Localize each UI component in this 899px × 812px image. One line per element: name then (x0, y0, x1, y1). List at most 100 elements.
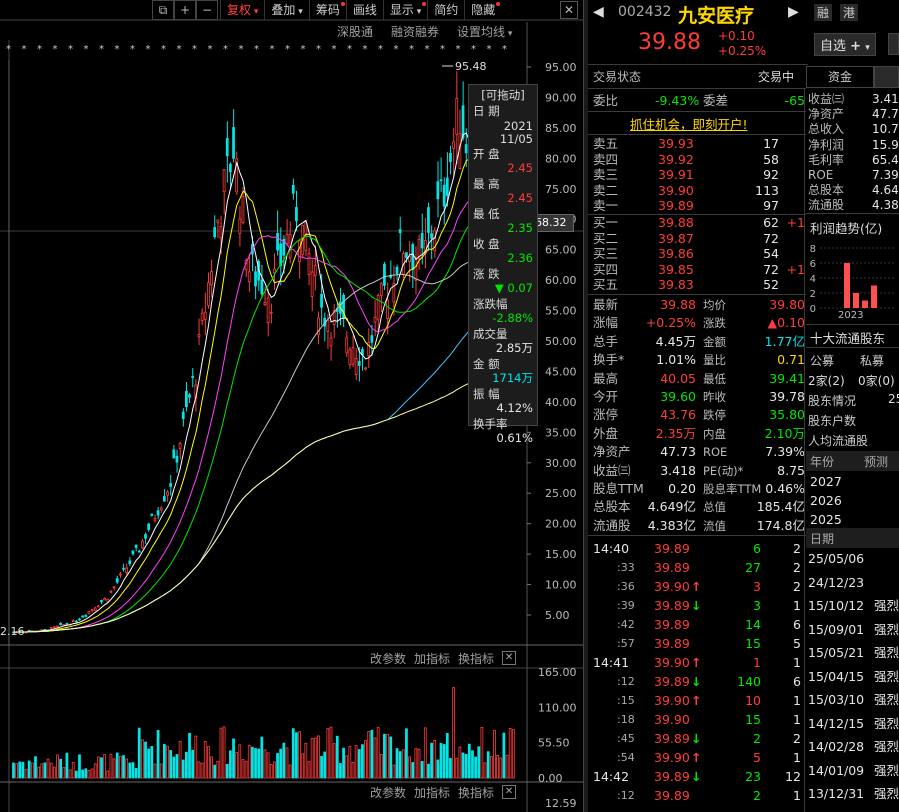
candle-body[interactable] (128, 560, 132, 565)
candle-body[interactable] (254, 271, 257, 287)
candle-body[interactable] (411, 244, 415, 270)
margin-tag[interactable]: 融 (814, 4, 833, 21)
candle-body[interactable] (90, 609, 94, 612)
event-marker[interactable]: * (409, 44, 414, 55)
candle-body[interactable] (420, 232, 424, 249)
candle-body[interactable] (345, 337, 349, 354)
event-marker[interactable]: * (22, 44, 27, 55)
subbar-item[interactable]: 融资融券 (384, 22, 446, 42)
candle-body[interactable] (357, 361, 361, 366)
event-marker[interactable]: * (254, 44, 259, 55)
candle-body[interactable] (427, 207, 430, 233)
candle-body[interactable] (235, 158, 239, 193)
asks-row[interactable]: 卖五 39.93 17 (593, 136, 805, 152)
candle-body[interactable] (207, 282, 210, 306)
candle-body[interactable] (144, 534, 147, 539)
candle-body[interactable] (398, 229, 402, 234)
candle-body[interactable] (153, 518, 157, 521)
candle-body[interactable] (449, 152, 452, 163)
profit-bar[interactable] (862, 300, 868, 309)
candle-body[interactable] (291, 184, 295, 194)
edit-params-button[interactable]: 改参数 (370, 652, 407, 666)
toolbar-item[interactable]: 叠加 ▾ (264, 0, 308, 20)
event-marker[interactable]: * (6, 44, 11, 55)
candle-body[interactable] (364, 367, 367, 370)
candle-body[interactable] (442, 184, 446, 207)
fund-tab[interactable]: 资金 (806, 66, 874, 88)
open-account-banner[interactable]: 抓住机会，即刻开户! (630, 117, 748, 132)
candle-body[interactable] (298, 240, 301, 262)
asks-row[interactable]: 卖二 39.90 113 (593, 183, 805, 199)
candle-body[interactable] (273, 268, 276, 274)
candle-body[interactable] (376, 295, 380, 321)
candle-body[interactable] (373, 316, 377, 323)
add-indicator-button[interactable]: 加指标 (414, 652, 451, 666)
candle-body[interactable] (84, 615, 88, 617)
candle-body[interactable] (439, 179, 443, 182)
bids-row[interactable]: 买五 39.83 52 (593, 277, 805, 293)
candle-body[interactable] (279, 243, 283, 266)
candle-body[interactable] (216, 219, 220, 223)
event-marker[interactable]: * (130, 44, 135, 55)
candle-body[interactable] (197, 334, 201, 338)
candle-body[interactable] (263, 302, 267, 306)
candle-body[interactable] (210, 271, 213, 286)
candle-body[interactable] (166, 491, 169, 496)
toolbar-item[interactable]: 筹码 (308, 0, 346, 20)
candle-body[interactable] (351, 347, 355, 365)
event-marker[interactable]: * (270, 44, 275, 55)
candle-body[interactable] (295, 207, 298, 222)
event-marker[interactable]: * (146, 44, 151, 55)
candle-body[interactable] (200, 312, 204, 321)
candle-body[interactable] (27, 629, 31, 632)
event-marker[interactable]: * (84, 44, 89, 55)
candle-body[interactable] (52, 626, 56, 629)
subbar-item[interactable]: 设置均线 ▾ (450, 22, 519, 42)
candle-body[interactable] (370, 335, 374, 343)
candle-body[interactable] (326, 319, 330, 332)
candle-body[interactable] (329, 337, 333, 347)
candle-body[interactable] (247, 271, 251, 283)
candle-body[interactable] (74, 620, 78, 623)
panel-divider[interactable] (583, 0, 588, 812)
candle-body[interactable] (282, 238, 286, 256)
candle-body[interactable] (112, 586, 116, 589)
ohlc-tooltip[interactable]: [可拖动] 日 期 2021 11/05 开 盘 2.45 最 高 2.45 最 低 2.… (468, 84, 538, 445)
candle-body[interactable] (430, 233, 433, 239)
holders-item-1[interactable]: 股东情况 (808, 394, 857, 408)
candle-body[interactable] (455, 98, 459, 135)
candle-body[interactable] (392, 282, 396, 303)
candle-body[interactable] (125, 567, 129, 574)
candle-body[interactable] (96, 605, 100, 608)
candle-body[interactable] (191, 376, 195, 378)
candle-body[interactable] (106, 598, 110, 603)
close-indicator-icon[interactable]: ✕ (502, 785, 517, 799)
event-marker[interactable]: * (68, 44, 73, 55)
event-marker[interactable]: * (425, 44, 430, 55)
close-indicator-icon[interactable]: ✕ (502, 651, 517, 665)
candle-body[interactable] (147, 523, 151, 530)
candle-body[interactable] (266, 297, 270, 323)
candle-body[interactable] (464, 144, 468, 154)
candle-body[interactable] (222, 169, 226, 193)
candle-body[interactable] (445, 177, 449, 197)
toolbar-item[interactable]: 画线 (345, 0, 383, 20)
candle-body[interactable] (238, 218, 242, 234)
event-marker[interactable]: * (456, 44, 461, 55)
candle-body[interactable] (395, 266, 399, 274)
candle-body[interactable] (81, 615, 85, 618)
event-marker[interactable]: * (53, 44, 58, 55)
candle-body[interactable] (383, 263, 386, 286)
event-marker[interactable]: * (285, 44, 290, 55)
profit-trend-chart[interactable]: 8 6 4 2 0 2023 (806, 238, 899, 322)
event-marker[interactable]: * (37, 44, 42, 55)
candle-body[interactable] (87, 610, 91, 614)
candle-body[interactable] (229, 163, 232, 173)
bids-row[interactable]: 买四 39.85 72 +1 (593, 262, 805, 278)
candle-body[interactable] (219, 225, 223, 239)
event-marker[interactable]: * (487, 44, 492, 55)
candle-body[interactable] (417, 238, 421, 259)
candle-body[interactable] (162, 496, 166, 502)
candle-body[interactable] (109, 590, 113, 593)
prev-stock-icon[interactable]: ◀ (593, 4, 604, 20)
